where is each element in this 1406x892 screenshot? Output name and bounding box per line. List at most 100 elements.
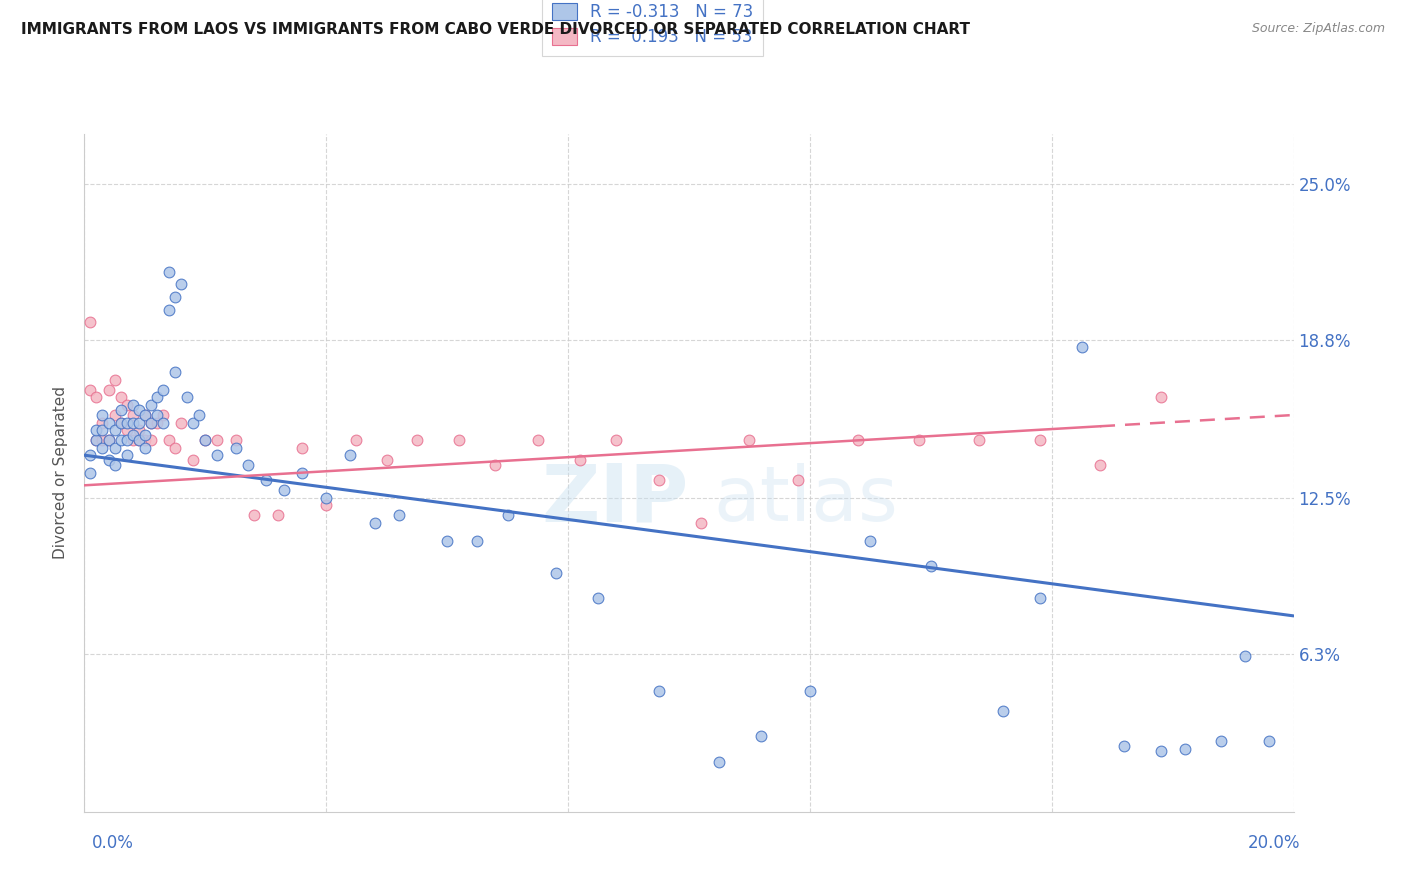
- Point: [97, 433, 120, 447]
- Point: [104, 373, 127, 387]
- Point: [115, 448, 138, 462]
- Point: [121, 428, 143, 442]
- Point: [86, 433, 108, 447]
- Point: [79, 383, 101, 397]
- Point: [79, 466, 101, 480]
- Point: [588, 591, 610, 606]
- Point: [406, 433, 429, 447]
- Point: [115, 398, 138, 412]
- Point: [152, 408, 174, 422]
- Point: [104, 423, 127, 437]
- Point: [121, 416, 143, 430]
- Point: [170, 277, 193, 292]
- Point: [346, 433, 368, 447]
- Point: [128, 433, 150, 447]
- Point: [165, 290, 187, 304]
- Point: [363, 516, 385, 530]
- Point: [91, 416, 114, 430]
- Point: [907, 433, 929, 447]
- Point: [152, 383, 174, 397]
- Point: [1028, 591, 1050, 606]
- Text: 0.0%: 0.0%: [91, 834, 134, 852]
- Point: [91, 423, 114, 437]
- Point: [920, 558, 942, 573]
- Point: [496, 508, 519, 523]
- Point: [1234, 648, 1257, 663]
- Point: [139, 416, 162, 430]
- Y-axis label: Divorced or Separated: Divorced or Separated: [53, 386, 69, 559]
- Point: [86, 391, 108, 405]
- Point: [176, 391, 198, 405]
- Point: [225, 433, 247, 447]
- Point: [104, 408, 127, 422]
- Point: [1088, 458, 1111, 473]
- Point: [967, 433, 990, 447]
- Point: [315, 491, 337, 505]
- Point: [544, 566, 567, 581]
- Point: [121, 398, 143, 412]
- Point: [128, 423, 150, 437]
- Point: [165, 441, 187, 455]
- Point: [104, 441, 127, 455]
- Point: [128, 433, 150, 447]
- Point: [134, 441, 156, 455]
- Point: [207, 433, 229, 447]
- Point: [207, 448, 229, 462]
- Point: [110, 391, 132, 405]
- Point: [86, 423, 108, 437]
- Point: [121, 408, 143, 422]
- Point: [115, 416, 138, 430]
- Point: [236, 458, 259, 473]
- Point: [134, 433, 156, 447]
- Point: [846, 433, 869, 447]
- Point: [605, 433, 627, 447]
- Point: [993, 704, 1015, 718]
- Point: [569, 453, 592, 467]
- Point: [97, 453, 120, 467]
- Point: [1071, 340, 1094, 354]
- Point: [115, 423, 138, 437]
- Point: [139, 398, 162, 412]
- Point: [1174, 742, 1197, 756]
- Point: [134, 408, 156, 422]
- Point: [157, 433, 180, 447]
- Point: [242, 508, 264, 523]
- Point: [1149, 391, 1171, 405]
- Point: [1258, 734, 1281, 748]
- Point: [110, 416, 132, 430]
- Text: Source: ZipAtlas.com: Source: ZipAtlas.com: [1251, 22, 1385, 36]
- Point: [97, 383, 120, 397]
- Point: [146, 416, 169, 430]
- Point: [181, 416, 204, 430]
- Point: [181, 453, 204, 467]
- Point: [146, 408, 169, 422]
- Point: [859, 533, 882, 548]
- Point: [91, 433, 114, 447]
- Point: [1209, 734, 1232, 748]
- Text: atlas: atlas: [713, 463, 898, 537]
- Point: [157, 265, 180, 279]
- Point: [152, 416, 174, 430]
- Point: [786, 473, 808, 487]
- Point: [128, 416, 150, 430]
- Point: [273, 483, 295, 498]
- Point: [751, 730, 773, 744]
- Point: [375, 453, 398, 467]
- Point: [165, 365, 187, 379]
- Point: [146, 391, 169, 405]
- Point: [1028, 433, 1050, 447]
- Point: [527, 433, 550, 447]
- Point: [121, 433, 143, 447]
- Point: [484, 458, 506, 473]
- Point: [194, 433, 217, 447]
- Point: [134, 408, 156, 422]
- Point: [91, 441, 114, 455]
- Point: [157, 302, 180, 317]
- Point: [738, 433, 761, 447]
- Point: [110, 433, 132, 447]
- Point: [1114, 739, 1136, 754]
- Point: [709, 755, 731, 769]
- Point: [339, 448, 361, 462]
- Point: [104, 458, 127, 473]
- Point: [225, 441, 247, 455]
